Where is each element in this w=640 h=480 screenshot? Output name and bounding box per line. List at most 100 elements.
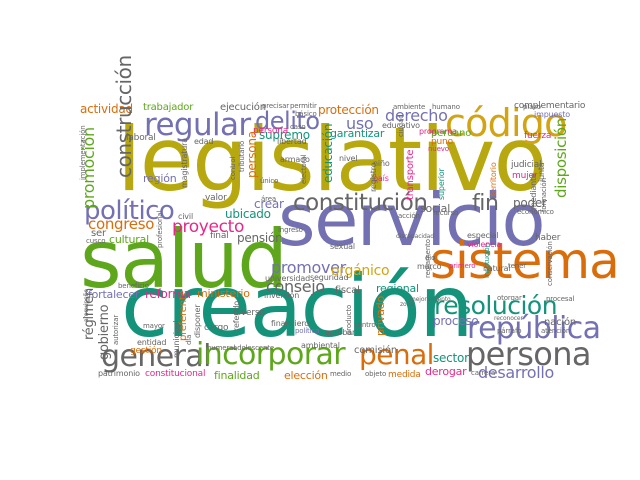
word-disposicion: disposición	[552, 118, 570, 198]
word-desarrollo: desarrollo	[478, 363, 554, 382]
word-violencia: violencia	[467, 240, 502, 249]
word-formacion: formación	[540, 178, 548, 212]
word-cusco: cusco	[86, 237, 106, 245]
word-arequipeno: arequipeño	[83, 289, 90, 322]
word-superior: superior	[437, 168, 446, 200]
word-penal: penal	[359, 338, 434, 371]
word-control: control	[229, 156, 237, 180]
word-peruano: peruano	[431, 128, 472, 139]
word-precisar: precisar	[262, 102, 289, 110]
word-natural: natural	[483, 264, 511, 273]
word-regular: regular	[144, 107, 251, 143]
word-reconocer: reconocer	[494, 315, 523, 322]
word-autorizar: autorizar	[112, 314, 120, 345]
word-mujer: mujer	[512, 171, 538, 181]
word-persona-v: persona	[245, 131, 259, 178]
word-comision: comisión	[354, 345, 397, 356]
word-derecho: derecho	[385, 106, 448, 125]
word-dio: dio	[425, 254, 436, 262]
word-proceso: proceso	[433, 314, 479, 328]
word-nino: niño	[373, 159, 390, 168]
word-objeto: objeto	[365, 370, 387, 378]
word-regional: regional	[376, 282, 419, 295]
word-persona-big: persona	[466, 335, 591, 373]
word-social: social	[420, 202, 451, 215]
word-electoral: electoral	[300, 154, 308, 184]
word-profesional: profesional	[156, 210, 164, 248]
word-adolescente: adolescente	[233, 344, 275, 352]
word-magistratura: magistratura	[180, 138, 189, 188]
word-beneficio: beneficio	[118, 282, 149, 290]
word-final: final	[210, 231, 229, 241]
word-region: región	[143, 172, 177, 185]
word-ambiente: ambiente	[393, 103, 426, 111]
word-servicio: servicio	[278, 178, 546, 262]
word-ser: ser	[91, 228, 106, 239]
word-proyecto: proyecto	[172, 217, 245, 237]
word-fuerza: fuerza	[524, 131, 552, 141]
word-accion: acción	[398, 212, 420, 220]
word-financiero: financiero	[271, 319, 310, 328]
word-sexual: sexual	[330, 242, 355, 251]
word-registro: registro	[369, 162, 378, 192]
word-atencion: atención	[541, 327, 571, 335]
word-creacion: creación	[121, 257, 474, 357]
word-codigo: código	[445, 101, 567, 145]
word-republica: república	[467, 311, 601, 346]
word-educativo: educativo	[382, 121, 420, 130]
word-incorporar: incorporar	[196, 337, 346, 372]
word-trabajador: trabajador	[143, 102, 194, 113]
word-conservacion: conservación	[546, 241, 554, 286]
word-garantizar: garantizar	[330, 127, 385, 140]
word-sector: sector	[433, 351, 469, 365]
word-constitucion: constitución	[293, 190, 428, 216]
word-municipal: municipal	[172, 320, 181, 358]
word-centro: centro	[354, 321, 376, 329]
word-congreso: congreso	[88, 215, 155, 233]
word-valor: valor	[205, 193, 227, 203]
word-plazo: plazo	[523, 103, 541, 111]
word-laboral: laboral	[126, 133, 156, 143]
word-cargo: cargo	[204, 323, 229, 333]
word-uso: uso	[346, 114, 374, 133]
word-derogar: derogar	[425, 365, 467, 378]
word-recurso: recurso	[433, 209, 459, 217]
word-otorgar: otorgar	[497, 294, 522, 302]
word-humano: humano	[432, 103, 460, 111]
word-discapacidad: discapacidad	[396, 233, 434, 240]
word-nivel: nivel	[339, 154, 358, 163]
word-organico: orgánico	[331, 263, 390, 279]
word-fin: fin	[472, 191, 499, 216]
word-medida: medida	[388, 370, 421, 380]
word-legislativo: legislativo	[117, 108, 547, 211]
word-politica: política	[295, 327, 320, 335]
word-numeral: numeral	[207, 344, 236, 352]
word-aprobar: aprobar	[325, 328, 356, 337]
word-actividad: actividad	[80, 102, 133, 116]
word-carrera: carrera	[471, 369, 496, 377]
word-delito: delito	[255, 107, 320, 135]
word-poder: poder	[513, 196, 547, 210]
word-transporte: transporte	[405, 149, 416, 200]
word-libertad: libertad	[277, 137, 307, 146]
word-eleccion: elección	[284, 369, 328, 382]
word-cultural: cultural	[109, 233, 149, 246]
word-educacion: educación	[321, 123, 335, 183]
word-area: área	[261, 195, 277, 203]
word-privado: privado	[374, 296, 387, 336]
word-crear: crear	[254, 197, 284, 211]
word-pension: pensión	[237, 231, 283, 245]
word-general: general	[101, 339, 211, 374]
word-caso: caso	[290, 123, 306, 131]
word-nuevo: nuevo	[428, 145, 449, 153]
word-reforma: reforma	[145, 287, 191, 301]
word-armado: armado	[280, 155, 310, 164]
word-complementario: complementario	[514, 101, 586, 111]
word-persona-small: persona	[253, 126, 289, 136]
word-promover: promover	[271, 258, 346, 277]
word-disponer: disponer	[193, 304, 202, 338]
word-puno: puno	[431, 137, 453, 147]
word-gobierno: gobierno	[97, 304, 112, 360]
word-haber: haber	[535, 233, 561, 243]
